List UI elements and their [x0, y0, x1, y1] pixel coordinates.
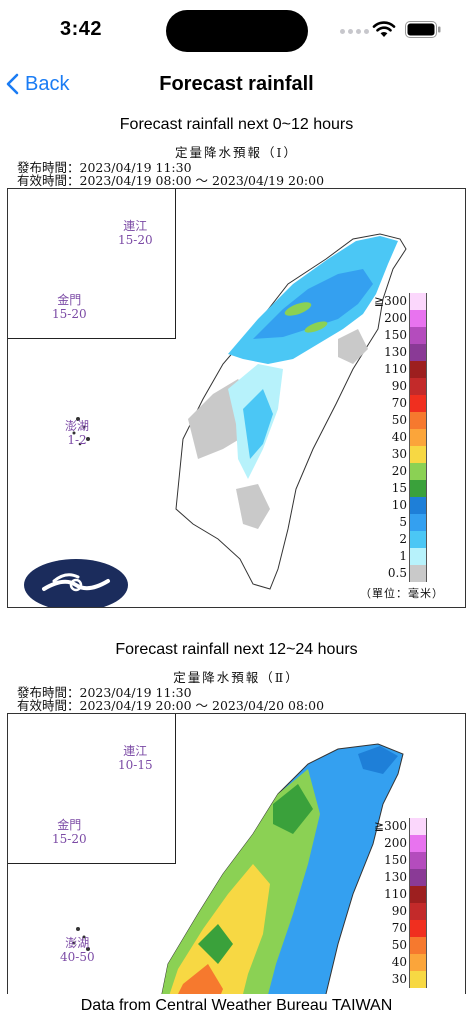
- legend-label: 30: [391, 972, 407, 986]
- status-time: 3:42: [60, 18, 103, 40]
- legend-label: 150: [384, 328, 407, 342]
- legend-swatch: [409, 920, 427, 937]
- legend-swatch: [409, 497, 427, 514]
- place-label-matsu: 連江 10-15: [118, 744, 153, 772]
- legend-swatch: [409, 344, 427, 361]
- legend-swatch: [409, 463, 427, 480]
- legend-swatch: [409, 361, 427, 378]
- legend-label: 40: [391, 955, 407, 969]
- dynamic-island: [166, 10, 308, 52]
- legend-label: 70: [391, 921, 407, 935]
- rainfall-map: 連江 10-15 金門 15-20 澎湖 40-50 ≧300 200 150 130 110…: [7, 713, 466, 994]
- legend-label: 40: [391, 430, 407, 444]
- navigation-bar: Back Forecast rainfall: [0, 62, 473, 106]
- forecast-2-title: Forecast rainfall next 12~24 hours: [115, 641, 358, 658]
- legend-swatch: [409, 293, 427, 310]
- rainfall-map: 連江 15-20 金門 15-20 澎湖 1-2 ≧300 200 150 130 110 90…: [7, 188, 466, 608]
- forecast-scroll-view[interactable]: Forecast rainfall next 0~12 hours 定量降水預報…: [0, 106, 473, 994]
- legend-label: 2: [399, 532, 407, 546]
- forecast-1-map-image[interactable]: 定量降水預報（Ⅰ） 發布時間：2023/04/19 11:30 有效時間：202…: [7, 142, 466, 610]
- legend-label: 0.5: [387, 566, 407, 580]
- chart-title: 定量降水預報（Ⅰ）: [175, 145, 298, 160]
- data-source-footer: Data from Central Weather Bureau TAIWAN: [0, 994, 473, 1024]
- valid-time: 有效時間：2023/04/19 20:00 ～ 2023/04/20 08:00: [17, 698, 325, 713]
- legend-label: 110: [384, 887, 407, 901]
- page-title: Forecast rainfall: [159, 73, 314, 95]
- legend-swatch: [409, 429, 427, 446]
- chevron-left-icon: [6, 73, 19, 95]
- legend-label: 10: [391, 498, 407, 512]
- outlying-islands-inset: [8, 189, 176, 339]
- wifi-icon: [372, 21, 396, 37]
- legend-swatch: [409, 971, 427, 988]
- taiwan-rainfall-shape: [22, 198, 407, 590]
- legend-swatch: [409, 954, 427, 971]
- status-bar: 3:42: [0, 0, 473, 62]
- chart-title: 定量降水預報（Ⅱ）: [173, 670, 300, 685]
- legend-swatch: [409, 310, 427, 327]
- legend-swatch: [409, 937, 427, 954]
- back-label: Back: [25, 72, 70, 95]
- legend-swatch: [409, 818, 427, 835]
- place-label-penghu: 澎湖 40-50: [60, 936, 95, 964]
- legend-swatch: [409, 565, 427, 582]
- place-label-penghu: 澎湖 1-2: [65, 419, 90, 447]
- legend-swatch: [409, 412, 427, 429]
- legend-swatch: [409, 869, 427, 886]
- cwb-logo: [24, 559, 128, 607]
- legend-swatch: [409, 327, 427, 344]
- legend-label: 50: [391, 413, 407, 427]
- place-label-kinmen: 金門 15-20: [52, 293, 87, 321]
- legend-swatch: [409, 480, 427, 497]
- legend-swatch: [409, 446, 427, 463]
- legend-label: 20: [391, 464, 407, 478]
- legend-swatch: [409, 531, 427, 548]
- legend-swatch: [409, 378, 427, 395]
- forecast-1-title: Forecast rainfall next 0~12 hours: [119, 116, 354, 133]
- legend-swatch: [409, 903, 427, 920]
- forecast-2-map-image[interactable]: 定量降水預報（Ⅱ） 發布時間：2023/04/19 11:30 有效時間：202…: [7, 667, 466, 994]
- legend-swatch: [409, 548, 427, 565]
- legend-label: 110: [384, 362, 407, 376]
- legend-swatch: [409, 886, 427, 903]
- legend-swatch: [409, 852, 427, 869]
- issue-time: 發布時間：2023/04/19 11:30: [17, 160, 192, 175]
- legend-swatch: [409, 395, 427, 412]
- legend-label: 15: [391, 481, 407, 495]
- legend-label: 90: [391, 904, 407, 918]
- back-button[interactable]: Back: [6, 70, 69, 98]
- place-label-kinmen: 金門 15-20: [52, 818, 87, 846]
- outlying-islands-inset: [8, 714, 176, 864]
- issue-time: 發布時間：2023/04/19 11:30: [17, 685, 192, 700]
- legend-label: 130: [384, 345, 407, 359]
- legend-label: 30: [391, 447, 407, 461]
- legend-label: 70: [391, 396, 407, 410]
- signal-icon: [340, 29, 369, 35]
- legend-swatch: [409, 835, 427, 852]
- legend-swatch: [409, 514, 427, 531]
- legend-label: ≧300: [374, 819, 407, 833]
- legend-label: ≧300: [374, 294, 407, 308]
- legend-label: 200: [384, 311, 407, 325]
- legend-label: 1: [399, 549, 407, 563]
- valid-time: 有效時間：2023/04/19 08:00 ～ 2023/04/19 20:00: [17, 173, 325, 188]
- legend-label: 150: [384, 853, 407, 867]
- legend-label: 5: [399, 515, 407, 529]
- battery-icon: [405, 21, 441, 38]
- unit-label: （單位：毫米）: [360, 587, 444, 600]
- legend-label: 50: [391, 938, 407, 952]
- place-label-matsu: 連江 15-20: [118, 219, 153, 247]
- legend-label: 200: [384, 836, 407, 850]
- legend-label: 90: [391, 379, 407, 393]
- legend-label: 130: [384, 870, 407, 884]
- taiwan-rainfall-shape: [22, 723, 404, 994]
